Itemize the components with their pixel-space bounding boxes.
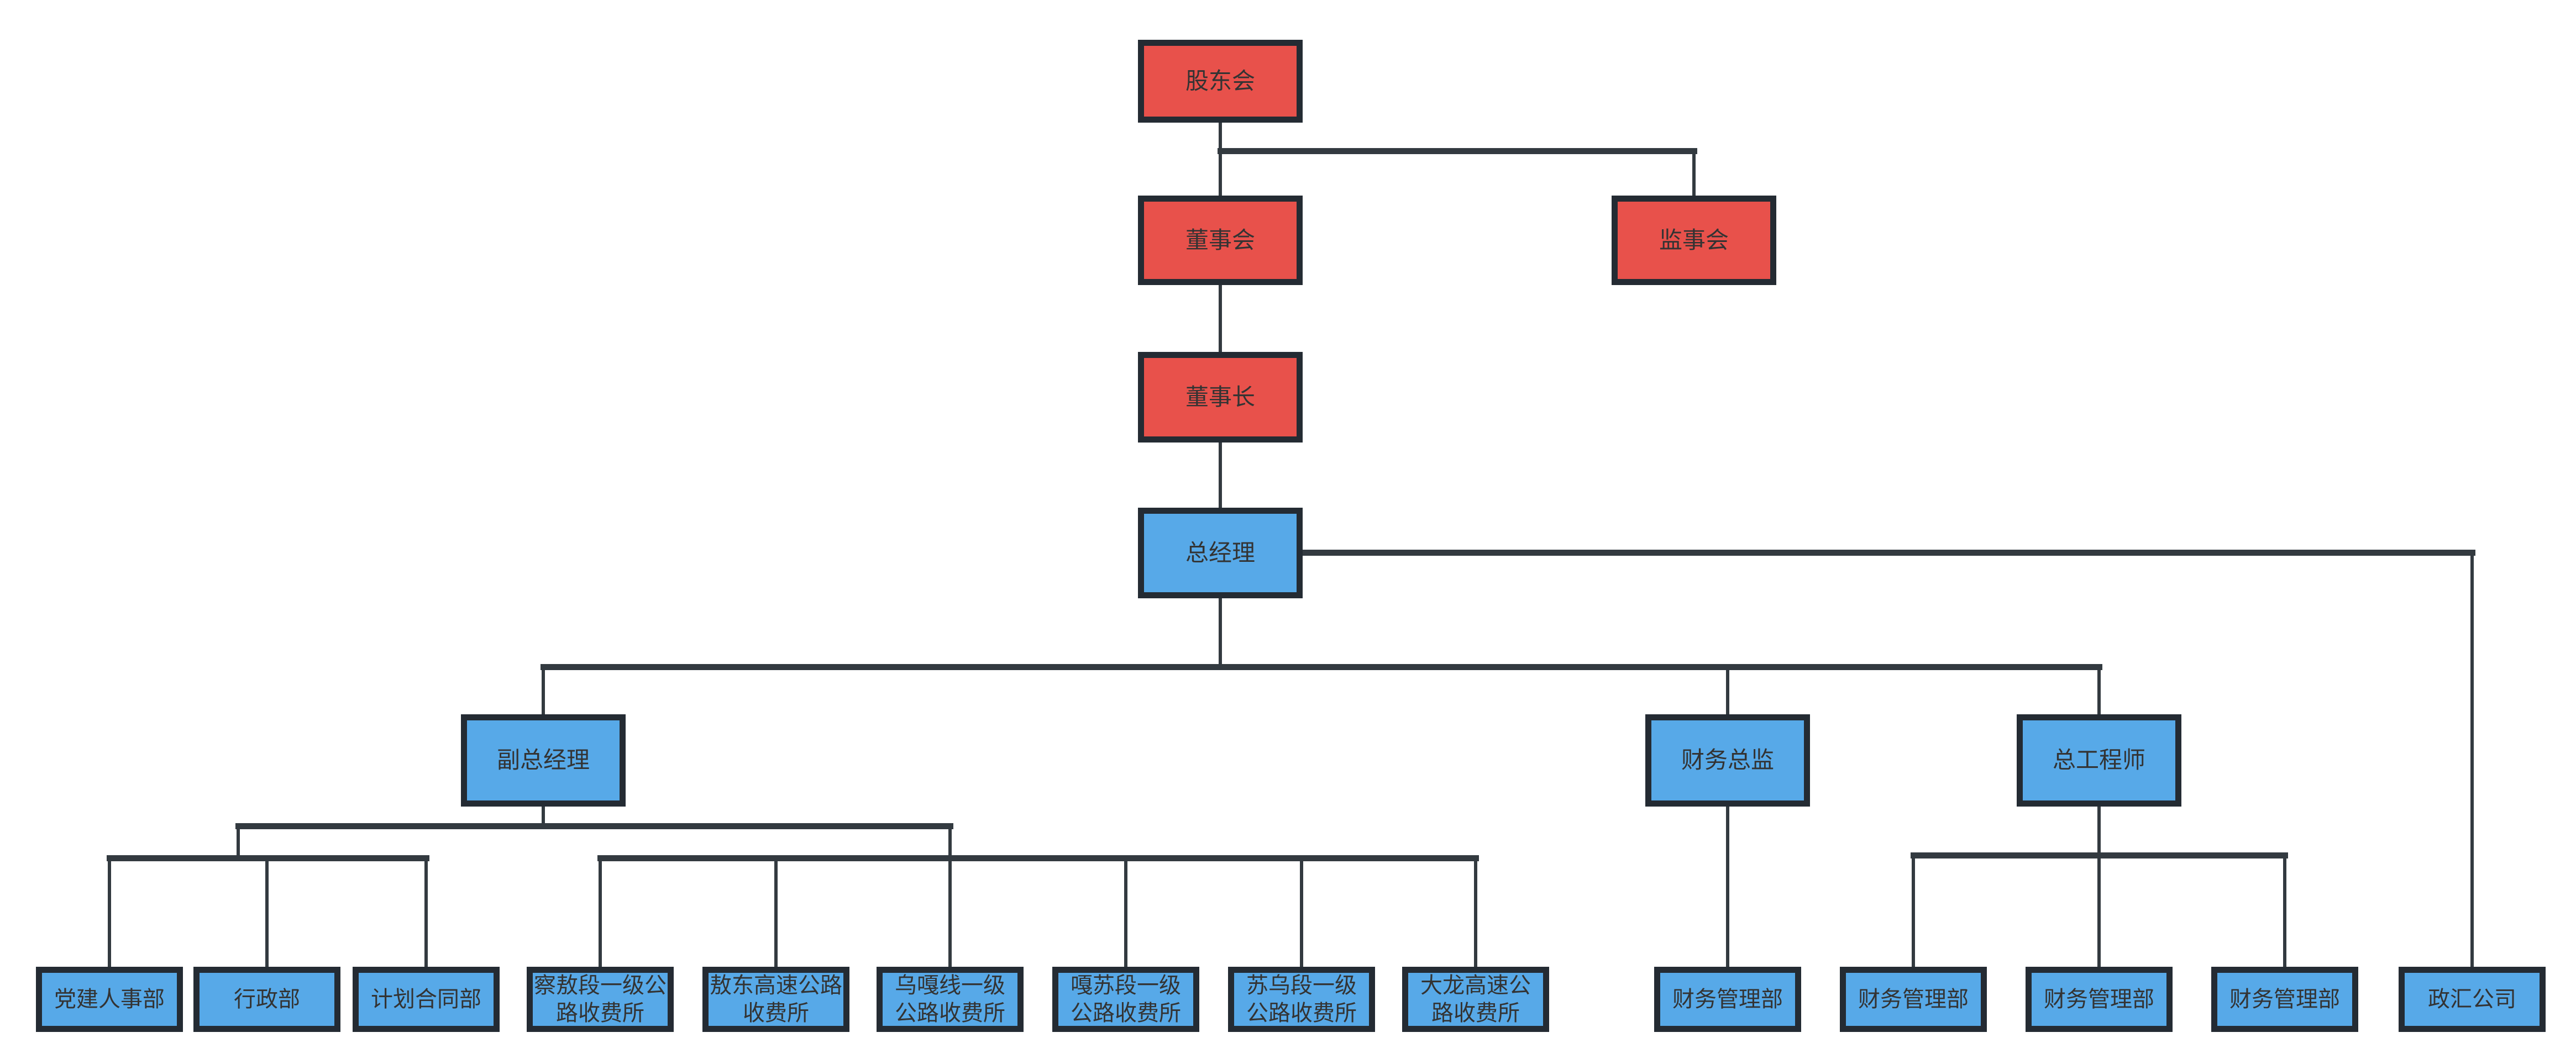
- connector-line: [1299, 549, 2475, 556]
- connector-line: [265, 857, 269, 968]
- connector-line: [1219, 597, 1222, 668]
- org-node-toll-chaao[interactable]: 察敖段一级公 路收费所: [527, 967, 674, 1032]
- connector-line: [2097, 854, 2101, 968]
- connector-line: [1219, 284, 1222, 353]
- org-node-toll-suwu[interactable]: 苏乌段一级 公路收费所: [1228, 967, 1375, 1032]
- connector-line: [1692, 150, 1696, 197]
- org-node-finance-dept-4[interactable]: 财务管理部: [2211, 967, 2358, 1032]
- org-node-general-manager[interactable]: 总经理: [1138, 508, 1303, 598]
- org-node-toll-gasu[interactable]: 嘎苏段一级 公路收费所: [1052, 967, 1199, 1032]
- connector-line: [2097, 666, 2101, 715]
- connector-line: [1474, 857, 1477, 968]
- connector-line: [948, 825, 952, 968]
- org-node-finance-dept-2[interactable]: 财务管理部: [1840, 967, 1987, 1032]
- org-node-toll-aodong[interactable]: 敖东高速公路 收费所: [702, 967, 849, 1032]
- connector-line: [1726, 666, 1729, 715]
- org-node-dept-planning[interactable]: 计划合同部: [353, 967, 500, 1032]
- connector-line: [542, 666, 545, 715]
- connector-line: [774, 857, 778, 968]
- org-node-cfo[interactable]: 财务总监: [1645, 714, 1810, 807]
- org-node-finance-dept-3[interactable]: 财务管理部: [2026, 967, 2173, 1032]
- connector-line: [1217, 148, 1697, 154]
- connector-line: [2283, 854, 2286, 968]
- org-node-supervisors[interactable]: 监事会: [1612, 196, 1776, 285]
- connector-line: [1219, 122, 1222, 197]
- org-node-dept-party-hr[interactable]: 党建人事部: [36, 967, 183, 1032]
- connector-line: [540, 663, 2102, 670]
- connector-line: [2470, 551, 2474, 968]
- connector-line: [1124, 857, 1127, 968]
- org-node-board[interactable]: 董事会: [1138, 196, 1303, 285]
- connector-line: [424, 857, 428, 968]
- org-node-shareholders[interactable]: 股东会: [1138, 40, 1303, 123]
- connector-line: [235, 823, 953, 829]
- connector-line: [599, 857, 602, 968]
- connector-line: [1910, 852, 2288, 858]
- org-node-toll-dalong[interactable]: 大龙高速公 路收费所: [1402, 967, 1549, 1032]
- connector-line: [1912, 854, 1915, 968]
- connector-line: [2097, 805, 2101, 856]
- org-node-zhenghui-company[interactable]: 政汇公司: [2399, 967, 2546, 1032]
- connector-line: [108, 857, 111, 968]
- org-node-deputy-gm[interactable]: 副总经理: [461, 714, 626, 807]
- org-node-dept-admin[interactable]: 行政部: [193, 967, 340, 1032]
- connector-line: [1300, 857, 1303, 968]
- connector-line: [1726, 805, 1729, 968]
- org-node-finance-dept-1[interactable]: 财务管理部: [1654, 967, 1801, 1032]
- connector-line: [542, 805, 545, 827]
- org-node-chairman[interactable]: 董事长: [1138, 352, 1303, 443]
- connector-line: [597, 855, 1479, 861]
- connector-line: [1219, 441, 1222, 509]
- org-node-toll-wuga[interactable]: 乌嘎线一级 公路收费所: [877, 967, 1024, 1032]
- connector-line: [106, 855, 429, 861]
- connector-line: [237, 825, 240, 859]
- org-node-chief-engineer[interactable]: 总工程师: [2017, 714, 2181, 807]
